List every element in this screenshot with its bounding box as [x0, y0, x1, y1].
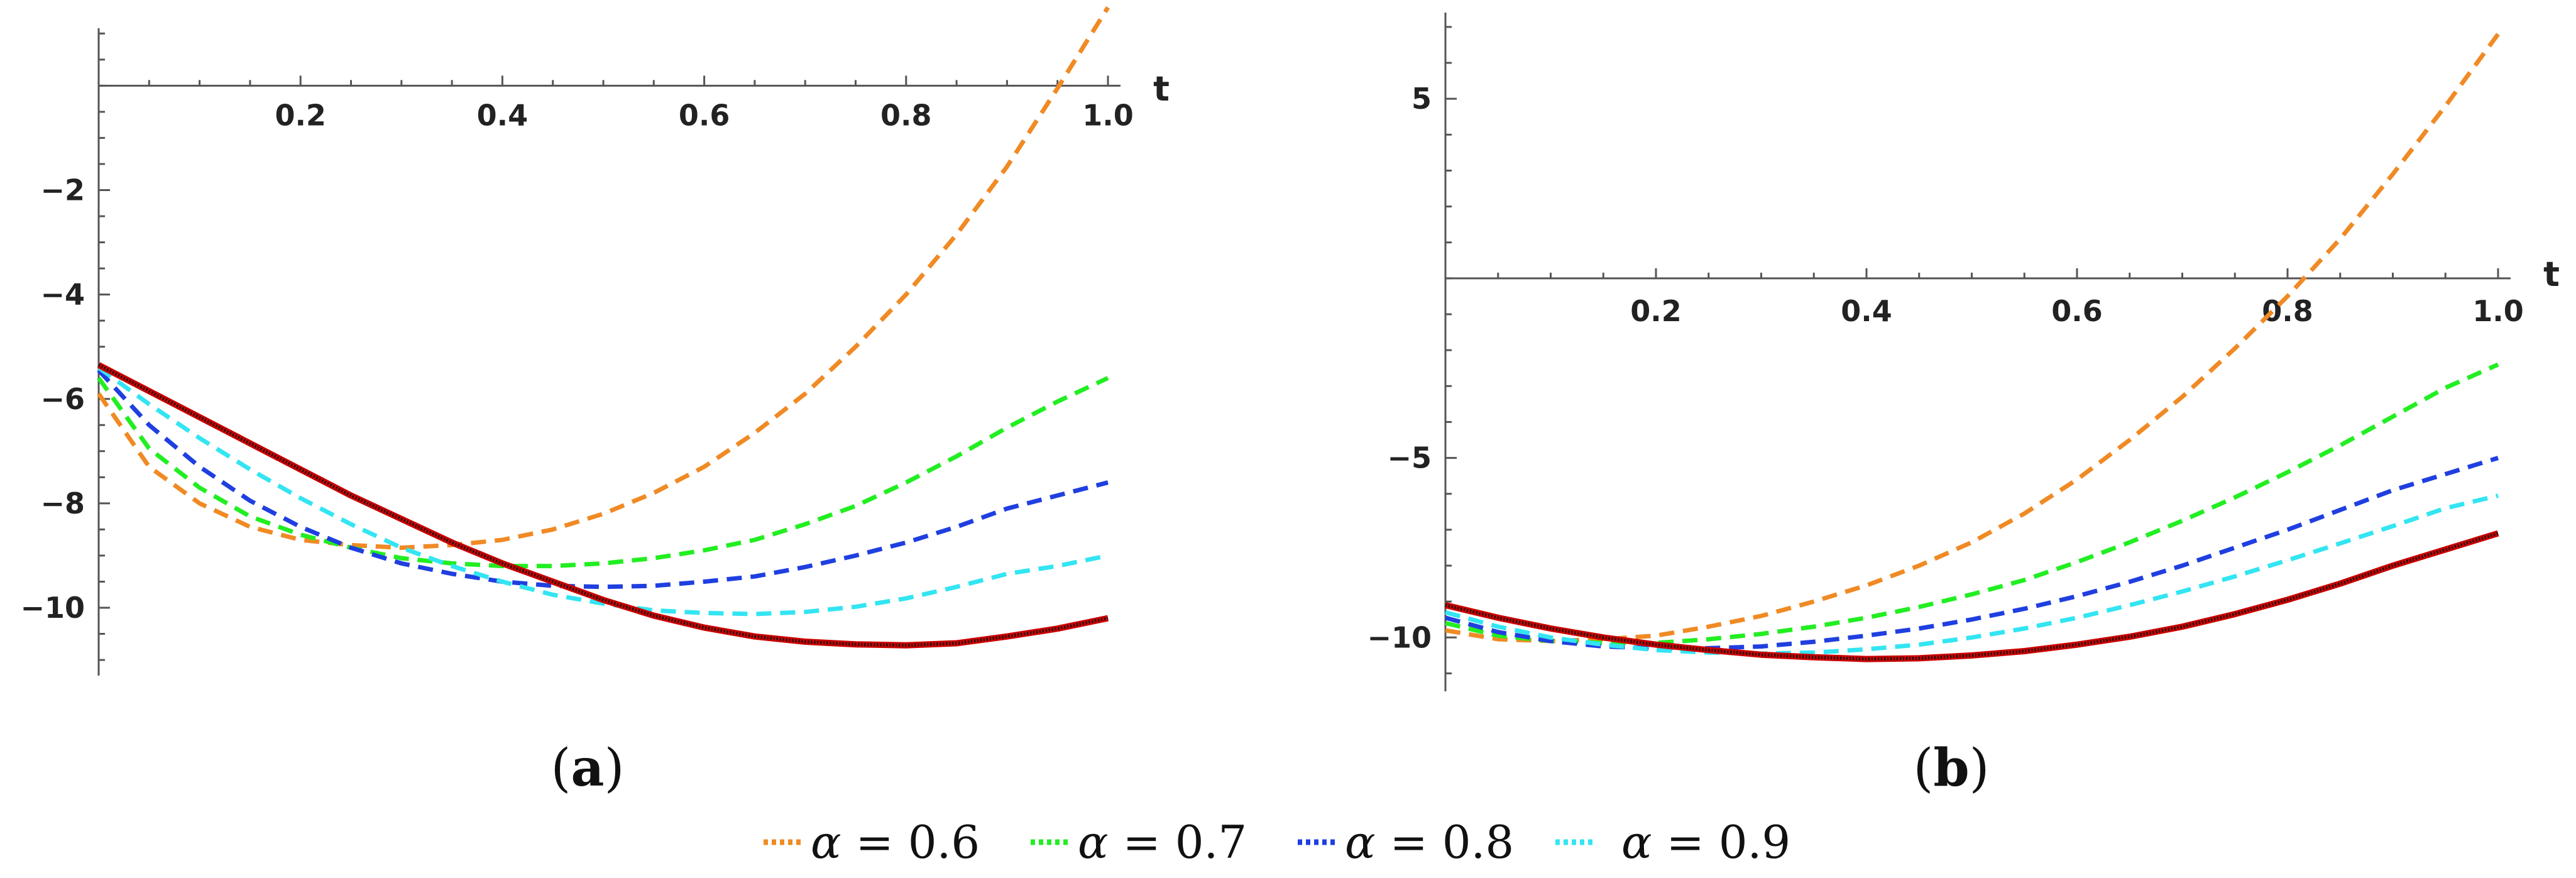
legend-label: = 0.6	[841, 816, 980, 869]
series-line--0.9	[1445, 493, 2499, 656]
series-line--0.7	[97, 376, 1109, 569]
panel-label-a: (a)	[551, 738, 624, 798]
x-axis-label: t	[1153, 69, 1170, 109]
svg-text:α = 0.9: α = 0.9	[1621, 816, 1790, 869]
legend-label: = 0.7	[1109, 816, 1247, 869]
legend-item-alpha-0.8: α = 0.8	[1298, 816, 1514, 869]
series-line--1-exact-	[1444, 530, 2499, 662]
x-tick-label: 1.0	[1082, 98, 1134, 132]
legend-label: = 0.8	[1376, 816, 1515, 869]
chart-panel-b: 0.2 0.4 0.6 0.8 1.0t5−5−10	[1367, 13, 2560, 691]
svg-text:α = 0.6: α = 0.6	[811, 816, 980, 869]
y-tick-label: −5	[1387, 441, 1432, 475]
y-tick-label: −4	[40, 278, 85, 312]
legend-symbol: α	[1078, 816, 1109, 869]
legend-item-alpha-0.6: α = 0.6	[764, 816, 980, 869]
chart-panel-a: 0.2 0.4 0.6 0.8 1.0 t −2 −4 −6 −8 −10	[20, 6, 1170, 676]
y-tick-label: 5	[1411, 82, 1432, 116]
series-line--0.9	[97, 366, 1109, 617]
legend: α = 0.6 α = 0.7 α = 0.8 α = 0.9	[764, 816, 1790, 869]
x-tick-label: 0.6	[2051, 294, 2103, 328]
legend-symbol: α	[811, 816, 841, 869]
svg-text:α = 0.8: α = 0.8	[1345, 816, 1514, 869]
x-tick-label: 0.6	[679, 98, 730, 132]
series-line--0.6	[97, 6, 1110, 550]
legend-symbol: α	[1345, 816, 1376, 869]
x-tick-label: 0.2	[275, 98, 326, 132]
legend-label: = 0.9	[1652, 816, 1791, 869]
y-tick-label: −8	[40, 486, 85, 520]
x-tick-label: 0.8	[880, 98, 932, 132]
series-line-approximate	[97, 363, 1109, 647]
series-line--0.7	[1445, 362, 2499, 645]
legend-item-alpha-0.9: α = 0.9	[1555, 816, 1790, 869]
series-line--0.6	[1445, 33, 2500, 644]
legend-symbol: α	[1621, 816, 1652, 869]
series-line--0.8	[97, 368, 1109, 590]
y-tick-label: −10	[1367, 620, 1432, 654]
x-tick-label: 0.2	[1630, 294, 1682, 328]
panel-label-b: (b)	[1913, 738, 1989, 798]
y-tick-label: −6	[40, 382, 85, 416]
x-tick-label: 0.4	[1841, 294, 1892, 328]
legend-item-alpha-0.7: α = 0.7	[1031, 816, 1247, 869]
x-axis-label: t	[2543, 255, 2560, 294]
svg-text:α = 0.7: α = 0.7	[1078, 816, 1247, 869]
x-tick-label: 1.0	[2472, 294, 2524, 328]
y-tick-label: −2	[40, 173, 85, 207]
x-tick-label: 0.4	[477, 98, 529, 132]
y-tick-label: −10	[20, 591, 85, 625]
series-line--0.8	[1445, 456, 2499, 650]
